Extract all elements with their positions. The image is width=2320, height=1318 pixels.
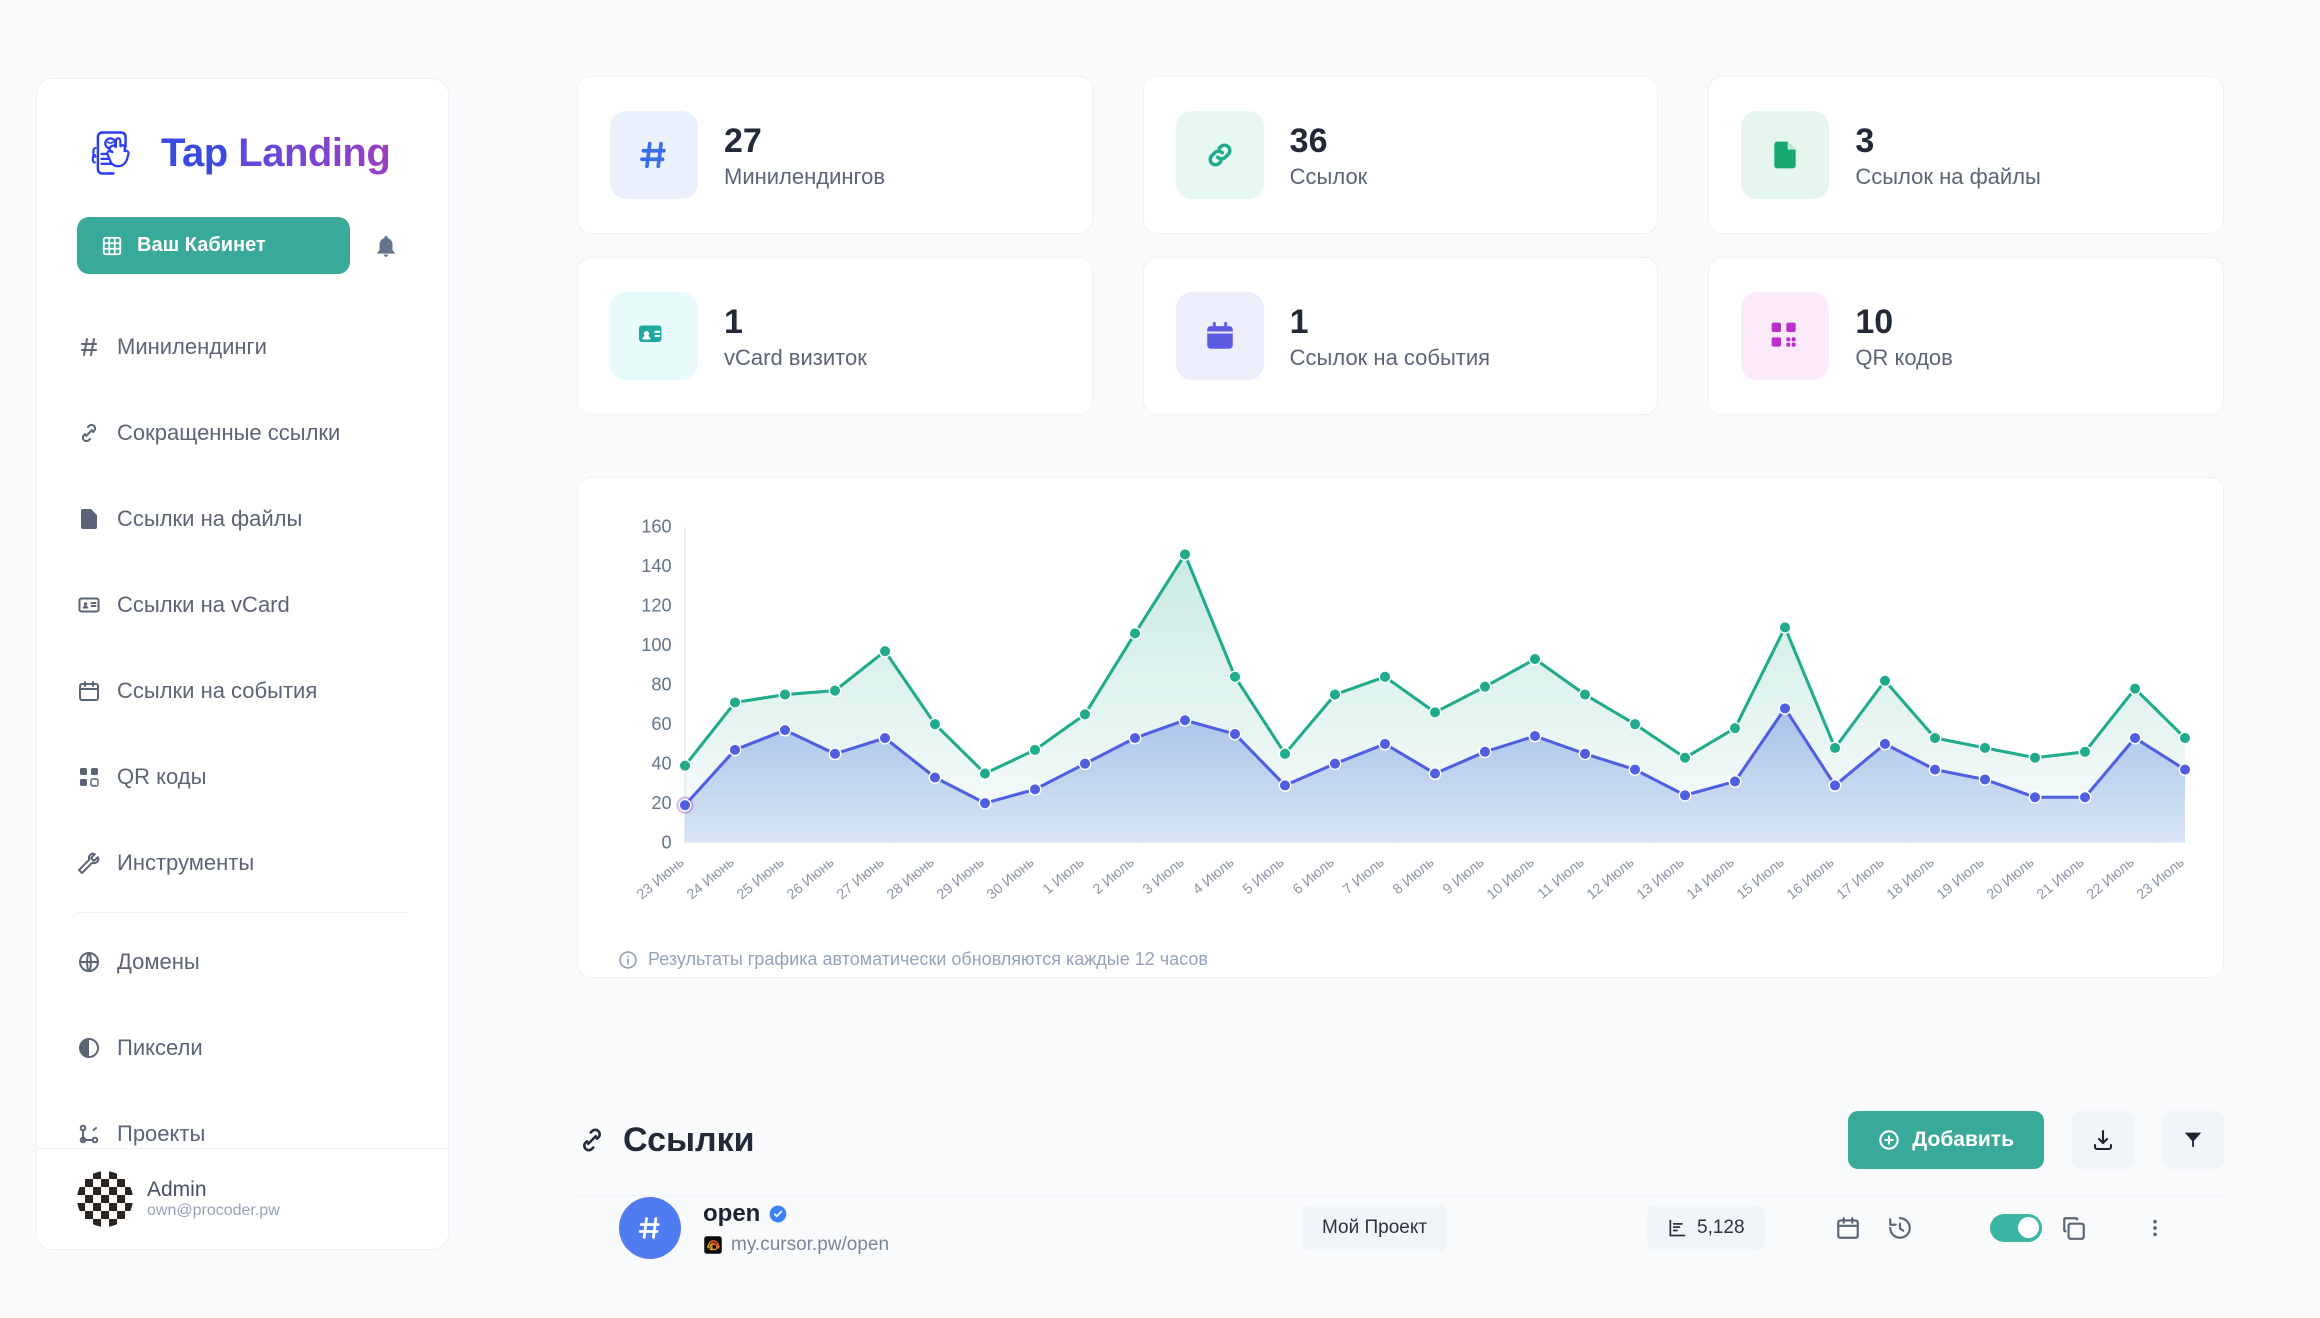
svg-text:26 Июнь: 26 Июнь — [784, 855, 837, 904]
svg-text:18 Июль: 18 Июль — [1884, 855, 1938, 904]
svg-text:11 Июль: 11 Июль — [1535, 855, 1588, 903]
svg-text:4 Июль: 4 Июль — [1190, 855, 1237, 898]
svg-text:23 Июль: 23 Июль — [2134, 855, 2188, 904]
svg-text:8 Июль: 8 Июль — [1390, 855, 1437, 898]
svg-text:13 Июль: 13 Июль — [1634, 855, 1688, 904]
svg-text:120: 120 — [641, 595, 671, 615]
svg-text:20: 20 — [651, 793, 671, 813]
svg-text:2 Июль: 2 Июль — [1090, 855, 1137, 898]
svg-text:28 Июнь: 28 Июнь — [884, 855, 937, 904]
svg-text:17 Июль: 17 Июль — [1834, 855, 1888, 904]
svg-text:20 Июль: 20 Июль — [1984, 855, 2038, 904]
svg-text:22 Июль: 22 Июль — [2084, 855, 2138, 904]
svg-text:24 Июнь: 24 Июнь — [684, 855, 737, 904]
svg-text:30 Июнь: 30 Июнь — [984, 855, 1037, 904]
svg-text:5 Июль: 5 Июль — [1240, 855, 1287, 898]
svg-text:140: 140 — [641, 556, 671, 576]
svg-text:0: 0 — [661, 832, 671, 852]
svg-text:160: 160 — [641, 517, 671, 537]
svg-text:100: 100 — [641, 635, 671, 655]
svg-text:60: 60 — [651, 714, 671, 734]
svg-text:9 Июль: 9 Июль — [1440, 855, 1487, 898]
svg-text:12 Июль: 12 Июль — [1584, 855, 1638, 904]
svg-text:15 Июль: 15 Июль — [1734, 855, 1788, 904]
svg-text:25 Июнь: 25 Июнь — [734, 855, 787, 904]
svg-text:7 Июль: 7 Июль — [1340, 855, 1387, 898]
svg-text:80: 80 — [651, 674, 671, 694]
svg-text:19 Июль: 19 Июль — [1934, 855, 1988, 904]
svg-text:21 Июль: 21 Июль — [2034, 855, 2088, 904]
svg-text:3 Июль: 3 Июль — [1140, 855, 1187, 898]
svg-text:40: 40 — [651, 753, 671, 773]
svg-text:23 Июнь: 23 Июнь — [634, 855, 687, 904]
svg-text:29 Июнь: 29 Июнь — [934, 855, 987, 904]
svg-text:14 Июль: 14 Июль — [1684, 855, 1738, 904]
svg-text:16 Июль: 16 Июль — [1784, 855, 1838, 904]
svg-text:6 Июль: 6 Июль — [1290, 855, 1337, 898]
svg-text:1 Июль: 1 Июль — [1040, 855, 1087, 898]
svg-text:27 Июнь: 27 Июнь — [834, 855, 887, 904]
svg-text:10 Июль: 10 Июль — [1484, 855, 1538, 904]
